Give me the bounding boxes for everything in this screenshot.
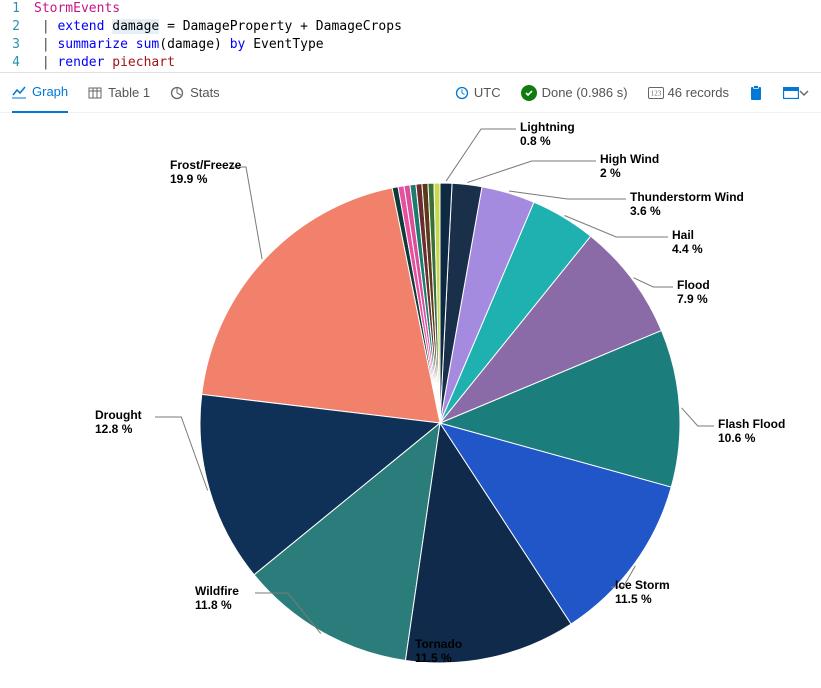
slice-label: Thunderstorm Wind3.6 % (630, 191, 744, 219)
graph-icon (12, 85, 26, 99)
record-count: 123 46 records (648, 85, 729, 100)
leader-line (446, 129, 516, 181)
slice-label: Tornado11.5 % (415, 638, 462, 666)
tab-stats-label: Stats (190, 85, 220, 100)
editor-line[interactable]: 1StormEvents (0, 0, 821, 18)
slice-label: Flood7.9 % (677, 279, 710, 307)
timezone-indicator[interactable]: UTC (455, 85, 501, 100)
leader-line (634, 278, 673, 287)
tab-graph[interactable]: Graph (12, 73, 68, 113)
slice-label: Hail4.4 % (672, 229, 703, 257)
clipboard-icon[interactable] (749, 85, 763, 101)
check-circle-icon (521, 85, 537, 101)
panel-layout-icon[interactable] (783, 87, 809, 99)
slice-label: Ice Storm11.5 % (615, 579, 670, 607)
pie-chart: Frost/Freeze19.9 % Drought12.8 % Wildfire1… (0, 113, 821, 673)
line-number: 3 (0, 36, 34, 54)
record-count-text: 46 records (668, 85, 729, 100)
line-number: 1 (0, 0, 34, 18)
editor-line[interactable]: 2 | extend damage = DamageProperty + Dam… (0, 18, 821, 36)
table-icon (88, 86, 102, 100)
timezone-label: UTC (474, 85, 501, 100)
slice-label: Wildfire11.8 % (195, 585, 239, 613)
editor-line[interactable]: 3 | summarize sum(damage) by EventType (0, 36, 821, 54)
code-content[interactable]: | summarize sum(damage) by EventType (34, 36, 324, 54)
clock-icon (455, 86, 469, 100)
query-status-text: Done (0.986 s) (542, 85, 628, 100)
result-toolbar: Graph Table 1 Stats UTC Done (0.986 s) 1… (0, 73, 821, 113)
line-number: 4 (0, 54, 34, 72)
leader-line (509, 191, 626, 199)
svg-text:123: 123 (650, 89, 661, 97)
chevron-down-icon (799, 90, 809, 96)
leader-line (467, 161, 596, 183)
line-number: 2 (0, 18, 34, 36)
slice-label: Lightning0.8 % (520, 121, 575, 149)
slice-label: High Wind2 % (600, 153, 659, 181)
tab-table-label: Table 1 (108, 85, 150, 100)
query-status: Done (0.986 s) (521, 85, 628, 101)
code-content[interactable]: | render piechart (34, 54, 175, 72)
stats-icon (170, 86, 184, 100)
records-icon: 123 (648, 87, 664, 99)
slice-label: Frost/Freeze19.9 % (170, 159, 241, 187)
code-content[interactable]: StormEvents (34, 0, 120, 18)
tab-stats[interactable]: Stats (170, 73, 220, 113)
slice-label: Drought12.8 % (95, 409, 142, 437)
editor-line[interactable]: 4 | render piechart (0, 54, 821, 72)
slice-label: Flash Flood10.6 % (718, 418, 785, 446)
tab-table[interactable]: Table 1 (88, 73, 150, 113)
query-editor[interactable]: 1StormEvents2 | extend damage = DamagePr… (0, 0, 821, 73)
leader-line (682, 408, 714, 426)
tab-graph-label: Graph (32, 84, 68, 99)
code-content[interactable]: | extend damage = DamageProperty + Damag… (34, 18, 402, 36)
